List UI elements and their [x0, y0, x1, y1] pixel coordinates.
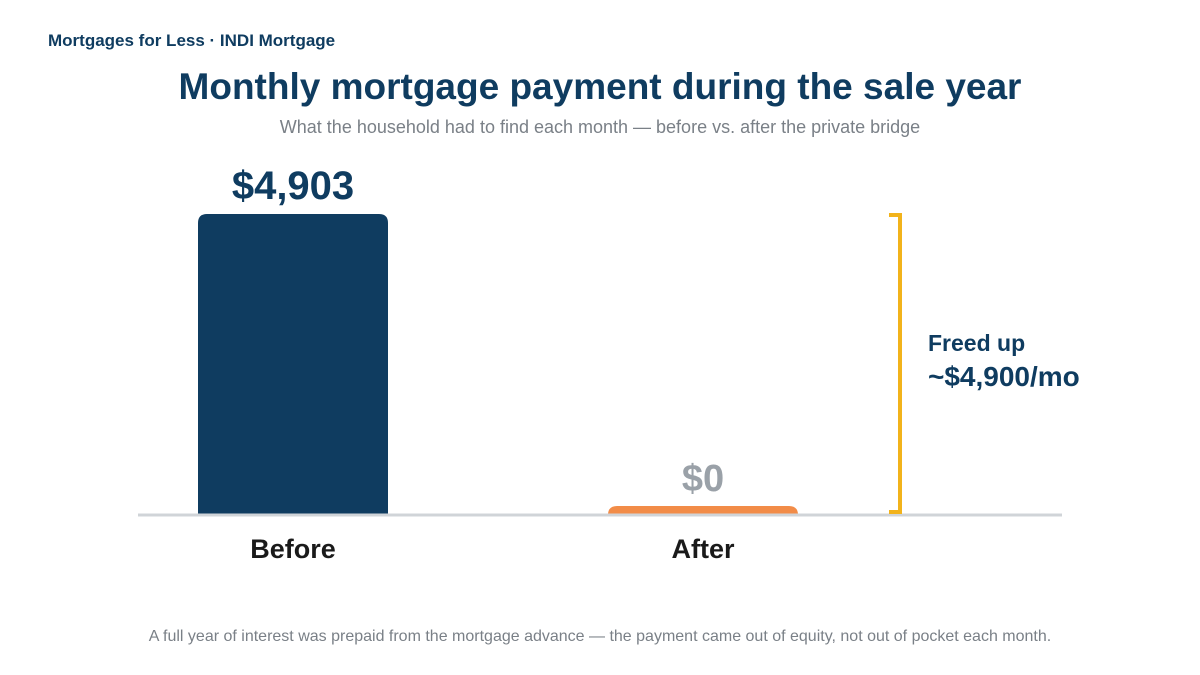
value-label-before: $4,903 [232, 164, 354, 208]
chart-marks: $4,903 Before $0 After [198, 164, 798, 564]
footnote: A full year of interest was prepaid from… [148, 628, 1052, 645]
annotation-freed-up-label: Freed up [928, 330, 1025, 356]
category-label-after: After [671, 534, 734, 564]
category-label-before: Before [250, 534, 336, 564]
chart-subtitle: What the household had to find each mont… [279, 117, 921, 137]
annotation-freed-up-value: ~$4,900/mo [928, 361, 1080, 392]
value-label-after: $0 [682, 458, 724, 500]
bar-after [608, 506, 798, 515]
brand-label: Mortgages for Less · INDI Mortgage [48, 31, 336, 50]
bar-chart: $4,903 Before $0 After Freed up ~$4,900/mo [138, 164, 1080, 564]
bar-before [198, 214, 388, 515]
freed-up-bracket [889, 213, 902, 514]
chart-title: Monthly mortgage payment during the sale… [178, 66, 1022, 107]
